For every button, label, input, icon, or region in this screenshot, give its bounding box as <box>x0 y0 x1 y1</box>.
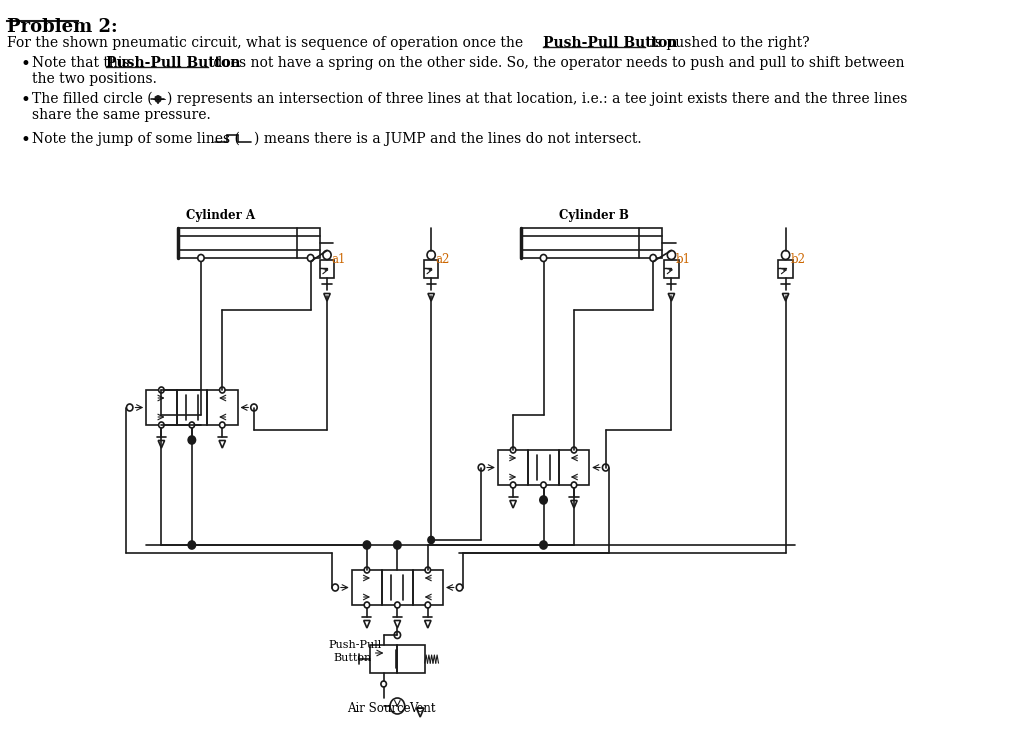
Circle shape <box>189 422 195 428</box>
Circle shape <box>219 422 225 428</box>
Circle shape <box>781 251 790 260</box>
Bar <box>382 570 413 605</box>
Circle shape <box>198 254 204 262</box>
Circle shape <box>510 447 516 453</box>
Circle shape <box>393 541 401 549</box>
Circle shape <box>188 541 196 549</box>
Circle shape <box>390 698 404 714</box>
Circle shape <box>332 584 339 591</box>
Bar <box>413 570 443 605</box>
Text: ) means there is a JUMP and the lines do not intersect.: ) means there is a JUMP and the lines do… <box>254 132 642 147</box>
Bar <box>498 450 528 485</box>
Text: ) represents an intersection of three lines at that location, i.e.: a tee joint : ) represents an intersection of three li… <box>167 92 907 106</box>
Circle shape <box>159 422 164 428</box>
Bar <box>520 228 663 258</box>
Text: Vent: Vent <box>410 702 436 714</box>
Circle shape <box>394 631 400 639</box>
Polygon shape <box>428 293 434 301</box>
Circle shape <box>219 387 225 393</box>
Text: Note that this: Note that this <box>32 56 134 70</box>
Circle shape <box>571 482 577 488</box>
Polygon shape <box>425 621 431 628</box>
Bar <box>778 260 793 278</box>
Text: a2: a2 <box>436 253 451 266</box>
Circle shape <box>668 251 676 260</box>
Bar <box>351 570 382 605</box>
Bar <box>397 645 425 673</box>
Text: share the same pressure.: share the same pressure. <box>32 108 211 122</box>
Circle shape <box>365 602 370 608</box>
Bar <box>528 450 559 485</box>
Circle shape <box>541 482 546 488</box>
Circle shape <box>307 254 313 262</box>
Text: Push-Pull Button: Push-Pull Button <box>105 56 241 70</box>
Polygon shape <box>417 708 424 717</box>
Text: b1: b1 <box>676 253 691 266</box>
Circle shape <box>541 254 547 262</box>
Circle shape <box>425 602 430 608</box>
Text: does not have a spring on the other side. So, the operator needs to push and pul: does not have a spring on the other side… <box>209 56 904 70</box>
Circle shape <box>427 251 435 260</box>
Circle shape <box>540 541 547 549</box>
Circle shape <box>428 536 434 544</box>
Polygon shape <box>158 441 165 448</box>
Text: Cylinder B: Cylinder B <box>559 209 629 222</box>
Circle shape <box>251 404 257 411</box>
Circle shape <box>381 681 386 687</box>
Bar <box>559 450 589 485</box>
Bar <box>665 260 679 278</box>
Bar <box>319 260 334 278</box>
Bar <box>370 645 397 673</box>
Polygon shape <box>782 293 788 301</box>
Text: Problem 2:: Problem 2: <box>7 18 118 36</box>
Text: •: • <box>20 92 30 109</box>
Bar <box>178 228 319 258</box>
Circle shape <box>365 567 370 573</box>
Bar <box>424 260 438 278</box>
Text: •: • <box>20 132 30 149</box>
Polygon shape <box>570 500 578 508</box>
Text: Cylinder A: Cylinder A <box>186 209 256 222</box>
Text: The filled circle (—: The filled circle (— <box>32 92 167 106</box>
Text: a1: a1 <box>332 253 346 266</box>
Circle shape <box>457 584 463 591</box>
Text: the two positions.: the two positions. <box>32 72 157 86</box>
Circle shape <box>571 447 577 453</box>
Text: is pushed to the right?: is pushed to the right? <box>646 36 809 50</box>
Circle shape <box>650 254 656 262</box>
Text: b2: b2 <box>791 253 805 266</box>
Text: Push-Pull: Push-Pull <box>329 640 382 650</box>
Polygon shape <box>510 500 516 508</box>
Circle shape <box>510 482 516 488</box>
Circle shape <box>323 251 331 260</box>
Text: For the shown pneumatic circuit, what is sequence of operation once the: For the shown pneumatic circuit, what is… <box>7 36 527 50</box>
Circle shape <box>478 464 484 471</box>
Circle shape <box>540 496 547 504</box>
Polygon shape <box>669 293 675 301</box>
Bar <box>207 390 238 425</box>
Circle shape <box>425 567 430 573</box>
Polygon shape <box>219 441 225 448</box>
Text: Push-Pull Button: Push-Pull Button <box>543 36 677 50</box>
Circle shape <box>159 387 164 393</box>
Bar <box>176 390 207 425</box>
Bar <box>146 390 176 425</box>
Text: •: • <box>20 56 30 73</box>
Polygon shape <box>364 621 370 628</box>
Text: Note the jump of some lines (: Note the jump of some lines ( <box>32 132 240 147</box>
Polygon shape <box>394 621 400 628</box>
Text: Button: Button <box>334 653 372 663</box>
Circle shape <box>602 464 609 471</box>
Circle shape <box>394 602 400 608</box>
Circle shape <box>127 404 133 411</box>
Circle shape <box>156 96 161 102</box>
Polygon shape <box>324 293 330 301</box>
Circle shape <box>364 541 371 549</box>
Circle shape <box>188 436 196 444</box>
Text: Air Source: Air Source <box>347 702 411 714</box>
